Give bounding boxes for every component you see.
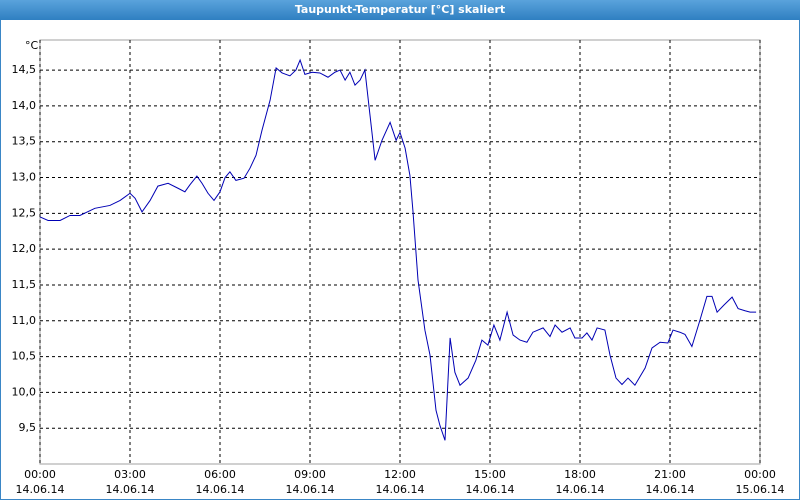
y-tick-label: 10,5: [12, 350, 37, 363]
x-tick-label: 00:00: [744, 468, 776, 481]
x-tick-date: 14.06.14: [196, 483, 245, 496]
y-tick-label: 14,0: [12, 99, 37, 112]
x-tick-label: 06:00: [204, 468, 236, 481]
y-tick-label: 10,0: [12, 385, 37, 398]
y-tick-label: 14,5: [12, 63, 37, 76]
x-tick-date: 14.06.14: [16, 483, 65, 496]
y-unit-label: °C: [25, 39, 39, 52]
data-line: [39, 58, 757, 441]
y-tick-label: 11,5: [12, 278, 37, 291]
chart-title: Taupunkt-Temperatur [°C] skaliert: [295, 3, 505, 16]
title-bar: [0, 0, 800, 20]
y-tick-label: 13,0: [12, 171, 37, 184]
x-tick-date: 14.06.14: [556, 483, 605, 496]
y-tick-label: 13,5: [12, 135, 37, 148]
x-tick-label: 03:00: [114, 468, 146, 481]
y-tick-label: 12,0: [12, 242, 37, 255]
y-tick-label: 11,0: [12, 314, 37, 327]
x-tick-label: 21:00: [654, 468, 686, 481]
x-tick-date: 14.06.14: [376, 483, 425, 496]
x-tick-date: 14.06.14: [646, 483, 695, 496]
y-tick-label: 12,5: [12, 206, 37, 219]
x-tick-label: 15:00: [474, 468, 506, 481]
y-tick-label: 9,5: [19, 421, 37, 434]
x-tick-date: 14.06.14: [286, 483, 335, 496]
x-tick-label: 00:00: [24, 468, 56, 481]
x-tick-label: 12:00: [384, 468, 416, 481]
x-tick-date: 14.06.14: [466, 483, 515, 496]
x-tick-date: 14.06.14: [106, 483, 155, 496]
x-tick-label: 18:00: [564, 468, 596, 481]
x-tick-date: 15.06.14: [736, 483, 785, 496]
x-tick-label: 09:00: [294, 468, 326, 481]
